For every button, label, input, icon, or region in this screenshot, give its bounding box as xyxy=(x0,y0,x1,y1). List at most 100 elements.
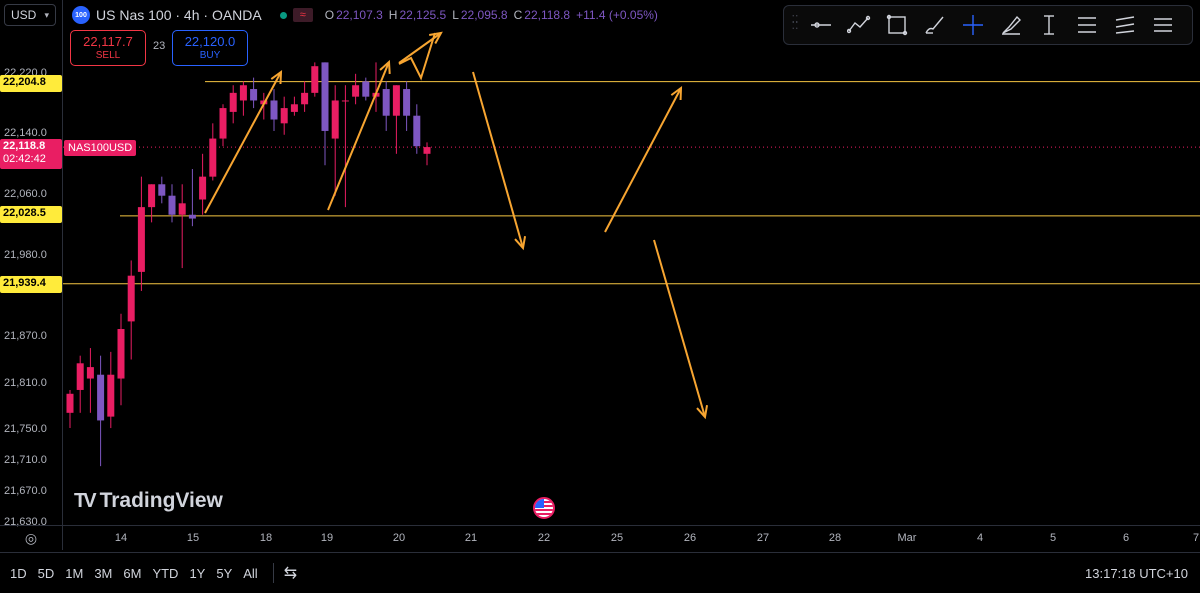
price-tick: 21,710.0 xyxy=(4,454,47,466)
candle-body xyxy=(270,100,278,120)
high-label: H xyxy=(388,8,398,22)
time-tick: 25 xyxy=(610,532,624,544)
goto-date-icon[interactable]: ⇆ xyxy=(283,565,298,582)
tradingview-wordmark: TradingView xyxy=(99,489,223,512)
tradingview-mark-icon: TV xyxy=(74,489,96,512)
candle-body xyxy=(362,81,370,97)
brush-icon[interactable] xyxy=(920,10,950,40)
fib-retracement-icon[interactable] xyxy=(1072,10,1102,40)
current-price-value: 22,118.8 xyxy=(3,140,46,152)
chart-pane[interactable] xyxy=(63,0,1200,525)
price-tick: 22,060.0 xyxy=(4,188,47,200)
candle-body xyxy=(178,203,186,215)
time-tick: 5 xyxy=(1049,532,1057,544)
clock-display[interactable]: 13:17:18 UTC+10 xyxy=(1085,565,1188,581)
candle-body xyxy=(352,85,360,97)
open-label: O xyxy=(324,8,335,22)
candle-body xyxy=(148,184,156,208)
time-tick: 20 xyxy=(392,532,406,544)
arrow-head xyxy=(270,69,283,85)
candle-body xyxy=(423,147,431,154)
trend-line-icon[interactable] xyxy=(844,10,874,40)
menu-icon[interactable] xyxy=(1148,10,1178,40)
level-label-lower[interactable]: 21,939.4 xyxy=(0,276,62,293)
axis-settings-button[interactable]: ◎ xyxy=(0,525,63,550)
trend-arrow xyxy=(653,239,706,418)
highlighter-icon[interactable] xyxy=(996,10,1026,40)
trend-arrow xyxy=(398,32,442,64)
price-tick: 21,870.0 xyxy=(4,330,47,342)
crosshair-icon[interactable] xyxy=(958,10,988,40)
candle-body xyxy=(66,393,74,413)
candle-body xyxy=(188,214,196,219)
arrow-head xyxy=(696,405,709,420)
candle-body xyxy=(117,329,125,379)
time-tick: 19 xyxy=(320,532,334,544)
wave-icon[interactable]: ≈ xyxy=(292,8,313,22)
candle-body xyxy=(209,138,217,177)
time-tick: 7 xyxy=(1192,532,1200,544)
range-button-1d[interactable]: 1D xyxy=(10,565,27,581)
current-price-label[interactable]: 22,118.8 02:42:42 xyxy=(0,139,62,169)
range-button-1y[interactable]: 1Y xyxy=(189,565,206,581)
range-button-5y[interactable]: 5Y xyxy=(216,565,233,581)
chevron-down-icon: ▾ xyxy=(44,9,49,20)
sell-button[interactable]: 22,117.7 SELL xyxy=(70,30,146,66)
time-tick: 27 xyxy=(756,532,770,544)
candle-body xyxy=(321,62,329,131)
arrow-head xyxy=(670,85,683,101)
time-tick: 28 xyxy=(828,532,842,544)
drawing-toolbar[interactable]: ⁚⁚ ⁚⁚ xyxy=(783,5,1193,45)
candle-body xyxy=(76,363,84,390)
chart-canvas[interactable] xyxy=(63,0,1200,525)
range-button-6m[interactable]: 6M xyxy=(123,565,142,581)
symbol-title[interactable]: US Nas 100 · 4h · OANDA xyxy=(96,7,262,23)
range-buttons: 1D 5D 1M 3M 6M YTD 1Y 5Y All xyxy=(0,566,263,581)
level-label-middle[interactable]: 22,028.5 xyxy=(0,206,62,223)
range-button-1m[interactable]: 1M xyxy=(65,565,84,581)
bottom-toolbar: 1D 5D 1M 3M 6M YTD 1Y 5Y All ⇆ 13:17:18 UTC+10 xyxy=(0,552,1200,593)
settings-icon: ◎ xyxy=(24,529,38,546)
range-button-5d[interactable]: 5D xyxy=(37,565,55,581)
sell-price: 22,117.7 xyxy=(83,34,133,49)
time-axis[interactable]: 14 15 18 19 20 21 22 25 26 27 28 Mar 4 5 6 7 xyxy=(63,525,1200,550)
symbol-price-tag: NAS100USD xyxy=(64,140,137,156)
time-tick: 22 xyxy=(537,532,551,544)
range-button-3m[interactable]: 3M xyxy=(94,565,113,581)
low-label: L xyxy=(452,8,459,22)
candle-body xyxy=(301,92,309,105)
candle-body xyxy=(168,195,176,215)
grip-icon[interactable]: ⁚⁚ ⁚⁚ xyxy=(791,14,799,32)
buy-button[interactable]: 22,120.0 BUY xyxy=(172,30,248,66)
ohlc-values: O 22,107.3 H 22,125.5 L 22,095.8 C 22,118.8 … xyxy=(325,8,662,22)
price-tick: 21,810.0 xyxy=(4,377,47,389)
us-flag-event-icon[interactable] xyxy=(533,497,555,519)
vertical-measure-icon[interactable] xyxy=(1034,10,1064,40)
price-tick: 21,750.0 xyxy=(4,423,47,435)
parallel-channel-icon[interactable] xyxy=(1110,10,1140,40)
trend-arrow xyxy=(327,61,390,211)
tradingview-logo[interactable]: TV TradingView xyxy=(74,489,223,513)
range-button-all[interactable]: All xyxy=(243,565,258,581)
high-value: 22,125.5 xyxy=(399,8,447,22)
candle-body xyxy=(250,89,258,101)
currency-select[interactable]: USD ▾ xyxy=(4,4,56,26)
market-status-icon[interactable] xyxy=(279,11,287,19)
level-label-upper[interactable]: 22,204.8 xyxy=(0,75,62,92)
price-tick: 21,670.0 xyxy=(4,485,47,497)
horizontal-line-icon[interactable] xyxy=(806,10,836,40)
range-button-ytd[interactable]: YTD xyxy=(152,565,179,581)
candle-body xyxy=(392,85,400,116)
spread-value: 23 xyxy=(153,40,166,52)
currency-label: USD xyxy=(11,8,37,22)
arrow-head xyxy=(429,31,443,45)
symbol-legend[interactable]: 100 US Nas 100 · 4h · OANDA ≈ O 22,107.3 … xyxy=(72,6,662,24)
candle-body xyxy=(199,176,207,200)
candle-body xyxy=(341,100,349,102)
time-tick: 4 xyxy=(976,532,984,544)
rectangle-icon[interactable] xyxy=(882,10,912,40)
arrow-head xyxy=(379,59,391,75)
trend-arrow xyxy=(204,71,282,214)
divider xyxy=(272,563,274,583)
price-axis[interactable]: USD ▾ 22,220.0 22,140.0 22,060.0 21,980.0 21… xyxy=(0,0,63,528)
